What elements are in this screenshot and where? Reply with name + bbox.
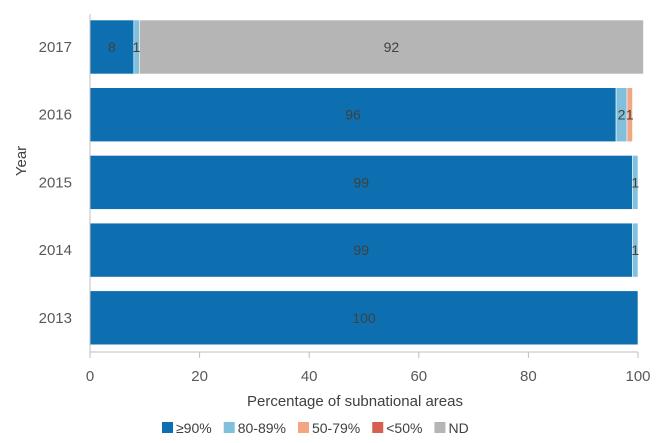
x-tick-label-80: 80 bbox=[520, 368, 537, 385]
bar-segment-2017-0 bbox=[89, 19, 135, 75]
data-label-2015-1: 1 bbox=[631, 174, 639, 190]
data-label-2015-0: 99 bbox=[353, 174, 369, 190]
data-label-2017-0: 8 bbox=[108, 39, 116, 55]
bars-layer bbox=[89, 19, 644, 346]
y-tick-label-2016: 2016 bbox=[39, 107, 72, 124]
x-tick-labels: 0 20 40 60 80 100 bbox=[86, 352, 651, 385]
y-tick-label-2013: 2013 bbox=[39, 310, 72, 327]
bar-segment-2013-0 bbox=[89, 290, 639, 346]
bar-segment-2014-0 bbox=[89, 222, 633, 278]
data-label-2014-0: 99 bbox=[353, 242, 369, 258]
y-tick-label-2015: 2015 bbox=[39, 174, 72, 191]
x-tick-label-100: 100 bbox=[625, 368, 650, 385]
y-tick-label-2017: 2017 bbox=[39, 39, 72, 56]
legend-label-4: ND bbox=[448, 420, 468, 436]
bar-segment-2015-0 bbox=[89, 155, 633, 210]
x-tick-label-40: 40 bbox=[301, 368, 318, 385]
x-tick-label-60: 60 bbox=[410, 368, 427, 385]
bar-segment-2015-1 bbox=[632, 155, 639, 210]
x-axis-title: Percentage of subnational areas bbox=[247, 393, 463, 410]
legend-swatch-4 bbox=[434, 422, 446, 433]
data-label-2017-4: 92 bbox=[384, 39, 400, 55]
data-label-2014-1: 1 bbox=[631, 242, 639, 258]
bar-segment-2017-4 bbox=[139, 19, 644, 75]
legend-swatch-1 bbox=[223, 422, 235, 433]
legend-label-0: ≥90% bbox=[176, 420, 212, 436]
data-label-2016-1: 2 bbox=[618, 107, 626, 123]
y-tick-label-2014: 2014 bbox=[39, 242, 72, 259]
legend: ≥90% 80-89% 50-79% <50% ND bbox=[162, 420, 469, 436]
y-tick-labels: 2017 2016 2015 2014 2013 bbox=[39, 39, 72, 327]
data-label-2016-0: 96 bbox=[345, 107, 361, 123]
x-tick-label-0: 0 bbox=[86, 368, 94, 385]
legend-swatch-0 bbox=[162, 422, 173, 433]
legend-label-3: <50% bbox=[386, 420, 422, 436]
y-axis-title: Year bbox=[13, 146, 30, 176]
legend-label-1: 80-89% bbox=[238, 420, 286, 436]
bar-segment-2014-1 bbox=[632, 222, 639, 278]
data-label-2013-0: 100 bbox=[352, 310, 376, 326]
x-tick-label-20: 20 bbox=[191, 368, 208, 385]
legend-label-2: 50-79% bbox=[312, 420, 360, 436]
legend-swatch-3 bbox=[372, 422, 384, 433]
legend-swatch-2 bbox=[297, 422, 309, 433]
data-label-2016-2: 1 bbox=[626, 107, 634, 123]
bar-segment-2016-2 bbox=[626, 87, 633, 142]
data-label-2017-1: 1 bbox=[133, 39, 141, 55]
